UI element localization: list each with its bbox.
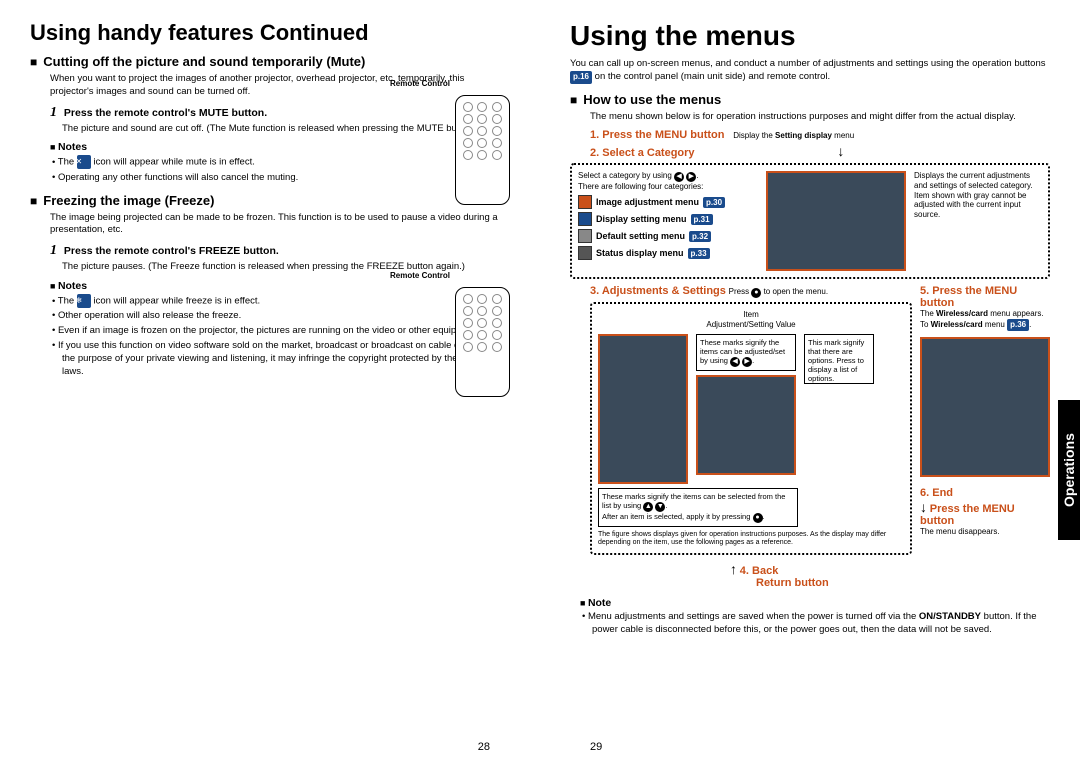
page-ref-16: p.16: [570, 71, 592, 84]
mute-note2: Operating any other functions will also …: [62, 172, 510, 185]
howto-intro: The menu shown below is for operation in…: [590, 111, 1050, 124]
step2-right-text: Displays the current adjustments and set…: [914, 171, 1034, 219]
mute-heading: Cutting off the picture and sound tempor…: [30, 54, 510, 69]
cat-image-adjust: Image adjustment menup.30: [578, 195, 758, 209]
mute-notes-head: Notes: [50, 141, 510, 153]
page-title-right: Using the menus: [570, 20, 1050, 52]
remote-label-1: Remote Control: [390, 80, 450, 89]
step5-row: 5. Press the MENU button: [920, 285, 1050, 309]
callout-1: These marks signify the items can be adj…: [696, 334, 796, 371]
step6-desc: The menu disappears.: [920, 527, 1050, 537]
remote-control-2: [455, 287, 510, 397]
page-title-left: Using handy features Continued: [30, 20, 510, 46]
remote-control-1: [455, 95, 510, 205]
freeze-note2: Other operation will also release the fr…: [62, 310, 510, 323]
right-page: Using the menus You can call up on-scree…: [540, 0, 1080, 763]
freeze-note4: If you use this function on video softwa…: [62, 340, 510, 378]
freeze-note1: The ❄ icon will appear while freeze is i…: [62, 294, 510, 308]
remote-label-2: Remote Control: [390, 272, 450, 281]
left-page: Using handy features Continued Cutting o…: [0, 0, 540, 763]
step5-desc-b: To Wireless/card menu p.36.: [920, 319, 1050, 331]
arrow-down-icon: ↓: [837, 143, 844, 159]
menu-screenshot-1: [766, 171, 906, 271]
freeze-heading: Freezing the image (Freeze): [30, 193, 510, 208]
callout-3: These marks signify the items can be sel…: [598, 488, 798, 527]
step1-row: 1. Press the MENU button Display the Set…: [590, 129, 1050, 141]
mute-icon: ✕: [77, 155, 91, 169]
mute-step1-desc: The picture and sound are cut off. (The …: [62, 123, 510, 136]
freeze-intro: The image being projected can be made to…: [50, 212, 510, 238]
selcat-text: Select a category by using ◀ ▶.: [578, 171, 758, 182]
mute-note1: The ✕ icon will appear while mute is in …: [62, 155, 510, 169]
menu-screenshot-3: [696, 375, 796, 475]
step5-desc-a: The Wireless/card menu appears.: [920, 309, 1050, 319]
howto-heading: How to use the menus: [570, 92, 1050, 107]
freeze-step1: 1 Press the remote control's FREEZE butt…: [50, 243, 510, 259]
page-num-left: 28: [478, 741, 490, 753]
step4-row: ↑ 4. Back Return button: [730, 561, 912, 589]
freeze-note3: Even if an image is frozen on the projec…: [62, 325, 510, 338]
right-note-head: Note: [580, 597, 1050, 609]
freeze-notes-head: Notes: [50, 280, 510, 292]
callout-2: This mark signify that there are options…: [804, 334, 874, 384]
freeze-icon: ❄: [77, 294, 91, 308]
step2-row: 2. Select a Category ↓: [590, 143, 1050, 159]
right-intro: You can call up on-screen menus, and con…: [570, 58, 1050, 84]
mute-step1: 1 Press the remote control's MUTE button…: [50, 105, 510, 121]
arrow-up-icon: ↑: [730, 561, 737, 577]
menu-screenshot-2: [598, 334, 688, 484]
cat-status-display: Status display menup.33: [578, 246, 758, 260]
step3-row: 3. Adjustments & Settings Press ● to ope…: [590, 285, 912, 298]
right-note1: Menu adjustments and settings are saved …: [592, 611, 1050, 637]
step3-footnote: The figure shows displays given for oper…: [598, 531, 904, 548]
operations-tab: Operations: [1058, 400, 1080, 540]
page-num-right: 29: [590, 741, 602, 753]
cat-default-setting: Default setting menup.32: [578, 229, 758, 243]
arrow-down-icon-2: ↓: [920, 499, 927, 515]
cat-display-setting: Display setting menup.31: [578, 212, 758, 226]
adjustment-diagram: Item Adjustment/Setting Value These mark…: [590, 302, 912, 555]
category-diagram: Select a category by using ◀ ▶. There ar…: [570, 163, 1050, 279]
menu-screenshot-4: [920, 337, 1050, 477]
step6-row: 6. End ↓ Press the MENU button: [920, 487, 1050, 527]
